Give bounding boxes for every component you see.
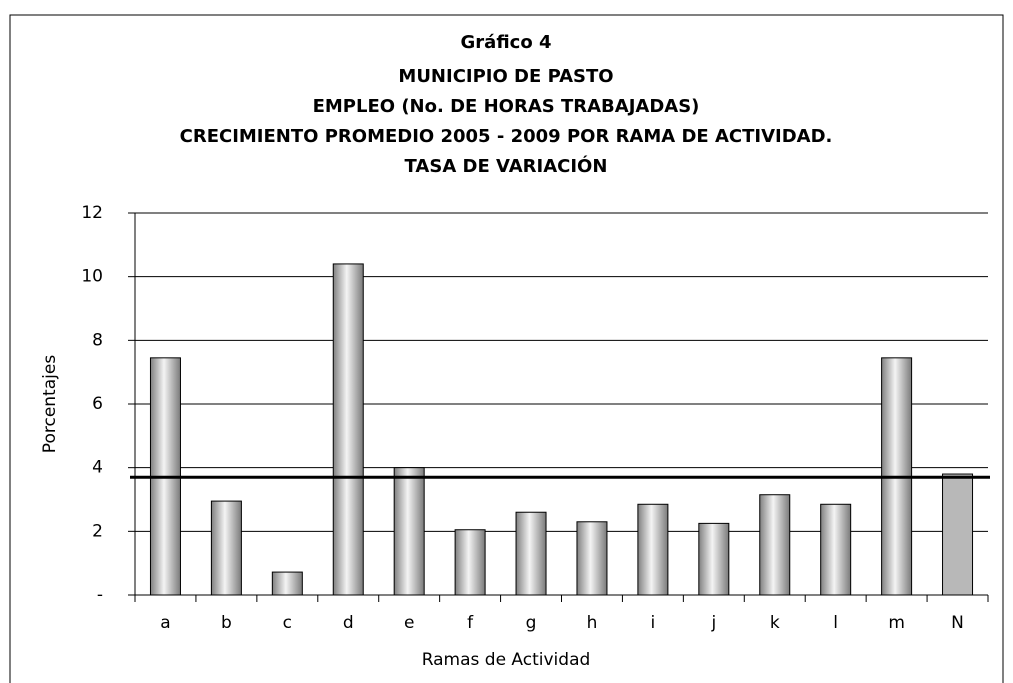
bar xyxy=(698,522,730,596)
x-tick-label: e xyxy=(404,613,414,633)
bar xyxy=(332,263,364,596)
bar xyxy=(393,467,425,596)
subtitle: CRECIMIENTO PROMEDIO 2005 - 2009 POR RAM… xyxy=(180,126,833,147)
frame xyxy=(9,14,1004,683)
x-tick-label: a xyxy=(160,613,170,633)
bar xyxy=(942,473,974,596)
x-tick-label: g xyxy=(526,613,537,633)
x-tick-label: h xyxy=(587,613,598,633)
x-tick-label: k xyxy=(770,613,780,633)
bar xyxy=(210,500,242,596)
subtitle: MUNICIPIO DE PASTO xyxy=(398,66,613,87)
x-tick-label: d xyxy=(343,613,354,633)
y-tick-label: 4 xyxy=(92,458,103,478)
y-tick-label: 10 xyxy=(81,267,103,287)
x-tick-label: j xyxy=(710,613,716,633)
x-tick-label: f xyxy=(467,613,474,633)
y-tick-label: 6 xyxy=(92,394,103,414)
x-tick-label: m xyxy=(888,613,905,633)
bar xyxy=(454,529,486,596)
bar xyxy=(271,571,303,596)
chart-title: Gráfico 4 xyxy=(461,32,552,53)
y-tick-label: 12 xyxy=(81,203,103,223)
y-axis-label: Porcentajes xyxy=(40,355,60,454)
x-tick-label: c xyxy=(283,613,292,633)
bar xyxy=(515,511,547,596)
x-axis-label: Ramas de Actividad xyxy=(422,650,591,670)
bar xyxy=(820,503,852,596)
subtitle: TASA DE VARIACIÓN xyxy=(405,155,608,177)
subtitle: EMPLEO (No. DE HORAS TRABAJADAS) xyxy=(313,96,700,117)
y-tick-label: 2 xyxy=(92,521,103,541)
x-tick-label: i xyxy=(651,613,656,633)
bar xyxy=(759,494,791,596)
y-tick-label: - xyxy=(97,585,103,605)
bar xyxy=(637,503,669,596)
x-tick-label: b xyxy=(221,613,232,633)
bar xyxy=(576,521,608,596)
x-tick-label: N xyxy=(951,613,964,633)
x-tick-label: l xyxy=(833,613,838,633)
y-tick-label: 8 xyxy=(92,330,103,350)
